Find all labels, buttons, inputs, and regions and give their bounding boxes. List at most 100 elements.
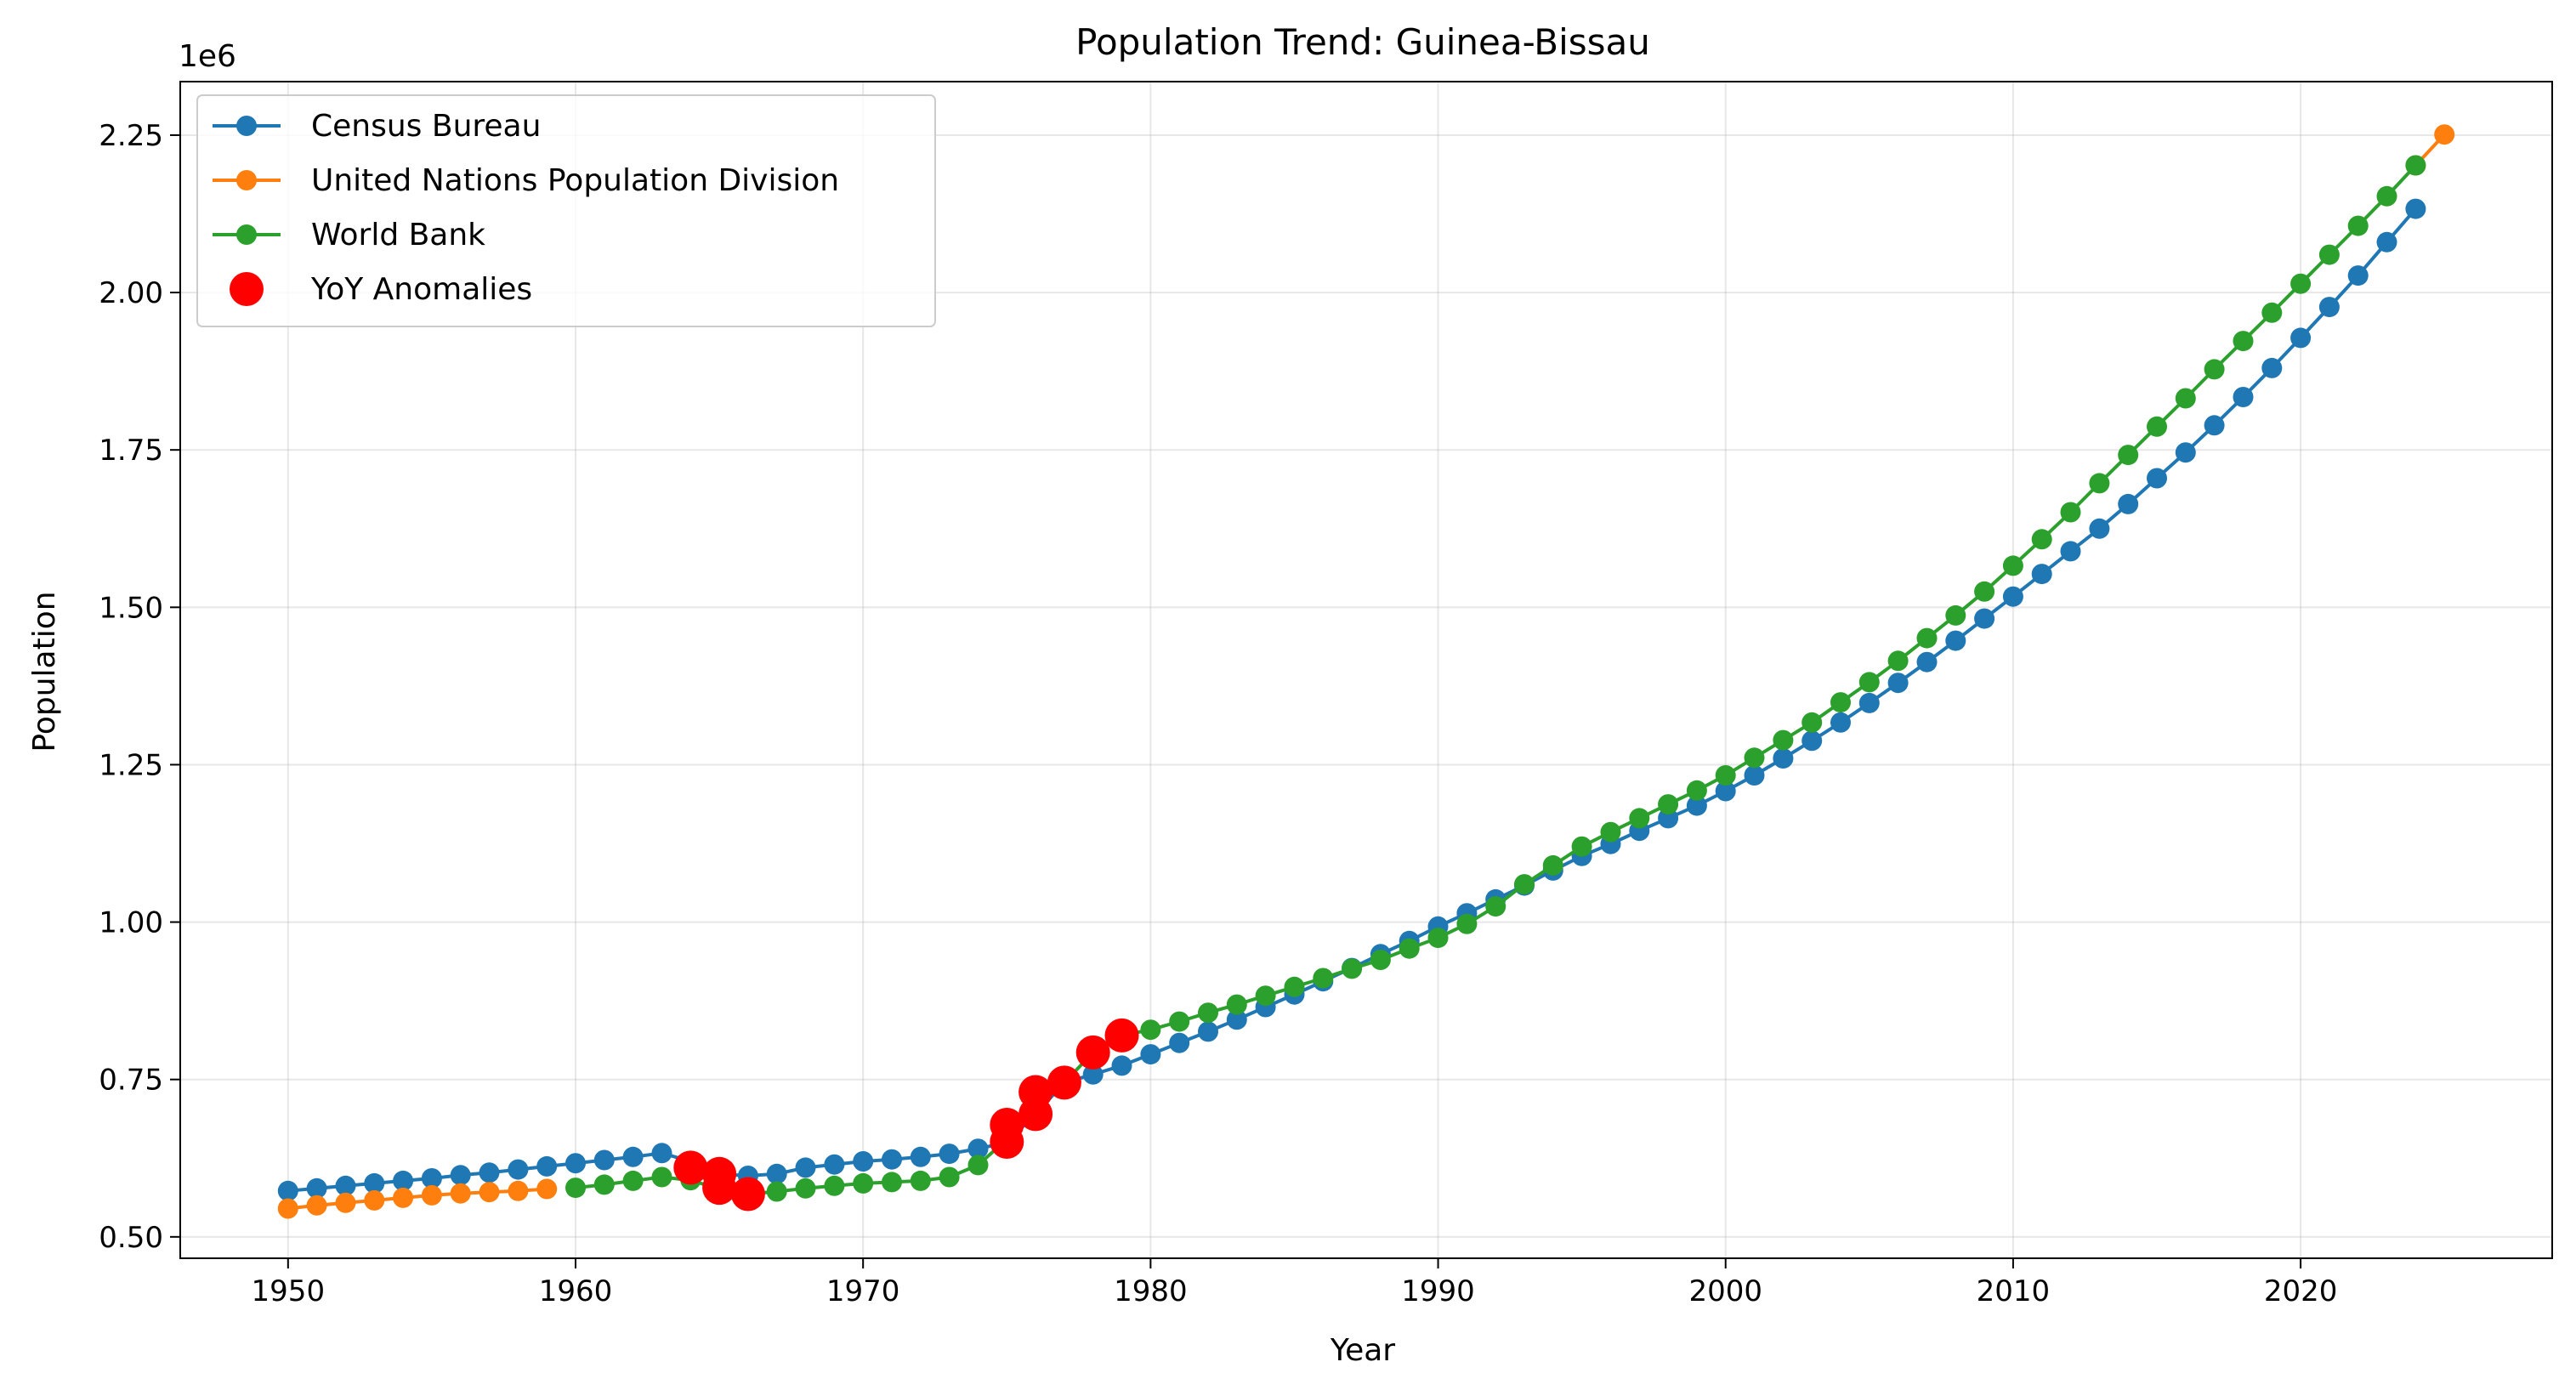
legend-marker-swatch [236, 170, 257, 190]
data-point [939, 1166, 960, 1188]
data-point [939, 1143, 960, 1165]
data-point [565, 1178, 586, 1199]
data-point [2002, 555, 2023, 576]
data-point [2290, 273, 2312, 294]
data-point [2204, 415, 2225, 436]
data-point [1974, 608, 1995, 629]
data-point [2060, 541, 2081, 562]
data-point [910, 1170, 931, 1191]
data-point [2147, 468, 2167, 489]
data-point [393, 1170, 414, 1191]
data-point [277, 1198, 298, 1219]
data-point [967, 1138, 989, 1160]
data-point [508, 1180, 529, 1201]
data-point [1456, 913, 1478, 934]
data-point [1226, 994, 1247, 1015]
x-tick-label: 2020 [2264, 1274, 2338, 1308]
anomaly-point [673, 1150, 708, 1185]
data-point [882, 1149, 902, 1170]
y-tick-label: 0.75 [99, 1064, 163, 1098]
anomaly-point [990, 1125, 1024, 1159]
data-point [1082, 1064, 1104, 1085]
data-point [2147, 416, 2167, 437]
anomaly-point [1047, 1065, 1081, 1100]
y-tick-label: 2.25 [99, 119, 163, 153]
data-point [2347, 265, 2369, 287]
data-point [2204, 359, 2225, 380]
legend: Census Bureau United Nations Population D… [196, 94, 936, 327]
data-point [1399, 938, 1420, 959]
x-tick-label: 1990 [1401, 1274, 1475, 1308]
data-point [450, 1183, 471, 1204]
data-point [795, 1178, 816, 1199]
data-point [479, 1162, 500, 1183]
data-point [2405, 198, 2426, 219]
data-point [824, 1154, 845, 1175]
data-point [2290, 327, 2312, 349]
data-point [1887, 650, 1909, 672]
data-point [277, 1180, 298, 1201]
data-point [1542, 854, 1563, 876]
data-point [1830, 712, 1851, 733]
data-point [1945, 630, 1966, 651]
data-point [421, 1168, 442, 1189]
data-point [2233, 387, 2254, 407]
data-point [766, 1163, 787, 1184]
data-point [1514, 874, 1535, 895]
series-0 [277, 198, 2426, 1201]
data-point [1485, 896, 1506, 917]
data-point [1169, 1032, 1190, 1053]
data-point [853, 1151, 874, 1172]
anomaly-point [702, 1171, 737, 1206]
data-point [1370, 950, 1391, 970]
data-point [479, 1182, 500, 1203]
data-point [1801, 712, 1823, 733]
y-tick-label: 2.00 [99, 276, 163, 310]
data-point [536, 1155, 558, 1177]
data-point [2175, 442, 2196, 463]
data-point [593, 1149, 615, 1171]
data-point [364, 1189, 385, 1211]
data-point [1140, 1044, 1161, 1065]
y-offset-label: 1e6 [179, 39, 236, 74]
legend-entry-label: World Bank [311, 218, 485, 253]
data-point [1198, 1021, 1218, 1042]
anomaly-point [1075, 1035, 1110, 1070]
data-point [1226, 1009, 1247, 1030]
data-point [1600, 821, 1621, 843]
legend-marker-swatch [230, 272, 264, 306]
data-point [2376, 231, 2397, 253]
data-point [2031, 529, 2052, 550]
x-axis-label: Year [1330, 1333, 1395, 1368]
data-point [1255, 985, 1276, 1007]
data-point [1715, 765, 1736, 786]
data-point [421, 1184, 442, 1206]
data-point [2233, 331, 2254, 352]
data-point [536, 1178, 558, 1200]
plot-frame [179, 81, 2553, 1259]
data-point [2118, 445, 2139, 466]
data-point [795, 1157, 816, 1178]
data-point [2261, 302, 2283, 323]
data-point [2089, 518, 2110, 539]
x-tick-label: 2010 [1977, 1274, 2051, 1308]
legend-entry-label: YoY Anomalies [310, 272, 532, 307]
data-point [593, 1174, 615, 1195]
data-point [1801, 730, 1823, 752]
data-point [2060, 502, 2081, 523]
data-point [1658, 794, 1679, 815]
data-point [1744, 747, 1765, 769]
data-point [1887, 672, 1909, 694]
legend-box [196, 94, 936, 327]
data-point [2089, 473, 2110, 494]
data-point [1974, 581, 1995, 602]
anomaly-point [1104, 1018, 1139, 1053]
y-tick-label: 1.25 [99, 748, 163, 782]
data-point [335, 1192, 356, 1213]
data-point [882, 1172, 902, 1193]
data-point [1111, 1055, 1132, 1076]
data-point [1169, 1011, 1190, 1032]
y-axis-label: Population [27, 591, 62, 752]
data-point [306, 1195, 327, 1216]
